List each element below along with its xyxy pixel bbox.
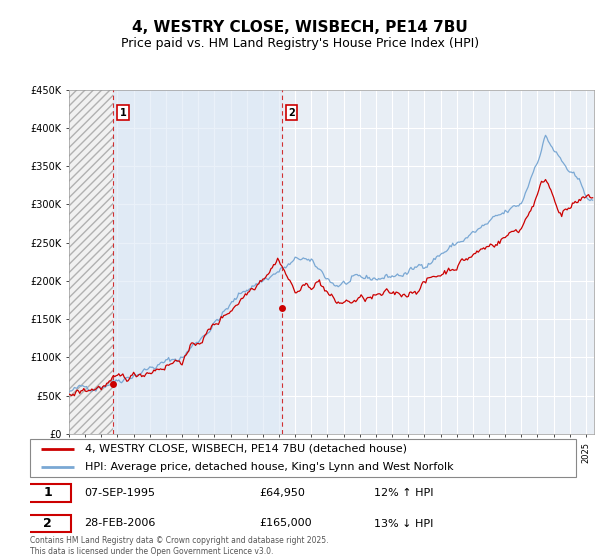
FancyBboxPatch shape [25, 515, 71, 533]
Text: 2: 2 [43, 517, 52, 530]
Bar [69, 90, 113, 434]
Text: £165,000: £165,000 [259, 519, 312, 529]
Text: 07-SEP-1995: 07-SEP-1995 [85, 488, 155, 498]
Text: Price paid vs. HM Land Registry's House Price Index (HPI): Price paid vs. HM Land Registry's House … [121, 37, 479, 50]
Text: 28-FEB-2006: 28-FEB-2006 [85, 519, 156, 529]
Text: 13% ↓ HPI: 13% ↓ HPI [374, 519, 433, 529]
Text: 12% ↑ HPI: 12% ↑ HPI [374, 488, 433, 498]
Text: 2: 2 [288, 108, 295, 118]
FancyBboxPatch shape [25, 484, 71, 502]
Text: Contains HM Land Registry data © Crown copyright and database right 2025.
This d: Contains HM Land Registry data © Crown c… [30, 536, 329, 556]
Text: 4, WESTRY CLOSE, WISBECH, PE14 7BU: 4, WESTRY CLOSE, WISBECH, PE14 7BU [132, 20, 468, 35]
Bar [113, 90, 282, 434]
Text: 1: 1 [43, 487, 52, 500]
FancyBboxPatch shape [30, 439, 576, 477]
Text: 4, WESTRY CLOSE, WISBECH, PE14 7BU (detached house): 4, WESTRY CLOSE, WISBECH, PE14 7BU (deta… [85, 444, 407, 454]
Text: £64,950: £64,950 [259, 488, 305, 498]
Text: HPI: Average price, detached house, King's Lynn and West Norfolk: HPI: Average price, detached house, King… [85, 462, 453, 472]
Text: 1: 1 [120, 108, 127, 118]
Bar [69, 90, 113, 434]
